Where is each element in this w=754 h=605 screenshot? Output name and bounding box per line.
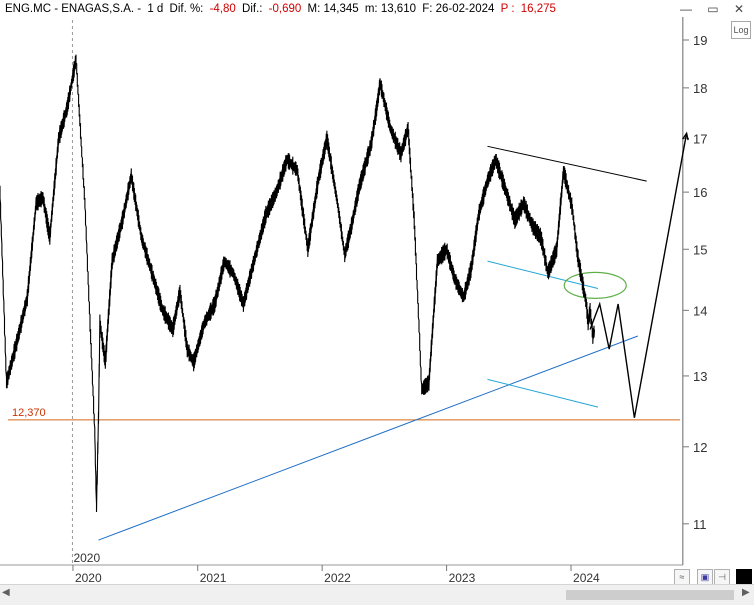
channel-upper-line: [487, 260, 599, 289]
x-tick-label: 2023: [449, 571, 476, 585]
y-tick-label: 16: [693, 185, 707, 200]
y-tick-label: 17: [693, 131, 707, 146]
price-label: P :: [500, 3, 515, 15]
symbol-label: ENG.MC - ENAGAS,S.A. -: [5, 3, 142, 15]
save-icon[interactable]: ▣: [697, 569, 713, 585]
projection-path: [589, 133, 688, 418]
date-label: F: 26-02-2024: [422, 3, 495, 15]
window-buttons[interactable]: — ▭ ✕: [679, 2, 750, 16]
x-tick-label: 2024: [573, 571, 600, 585]
chart-header: ENG.MC - ENAGAS,S.A. - 1 d Dif. %: -4,80…: [0, 0, 754, 20]
y-tick-label: 12: [693, 440, 707, 455]
price-chart: 11 12 13 14 15 16 17 18 19 2020 2021 2022 2023 2024 20…: [0, 17, 707, 585]
y-tick-label: 11: [693, 517, 707, 532]
y-tick-label: 13: [693, 369, 707, 384]
scroll-left-arrow-icon[interactable]: ◀: [2, 587, 10, 598]
dif-pct-label: Dif. %:: [169, 3, 204, 15]
x-tick-label: 2020: [75, 571, 102, 585]
support-trendline: [98, 335, 639, 541]
zoom-icon[interactable]: ≈: [674, 569, 690, 585]
highlight-ellipse: [563, 271, 627, 299]
horizontal-scrollbar[interactable]: ◀ ▶: [0, 584, 754, 605]
dif-value: -0,690: [268, 3, 302, 15]
y-tick-label: 15: [693, 242, 707, 257]
resistance-trendline: [487, 145, 647, 182]
dif-pct-value: -4,80: [209, 3, 236, 15]
y-tick-label: 18: [693, 81, 707, 96]
scroll-track[interactable]: [6, 589, 748, 601]
y-tick-label: 19: [693, 33, 707, 48]
timeframe-label: 1 d: [147, 3, 164, 15]
scroll-thumb[interactable]: [566, 590, 734, 600]
color-swatch-icon[interactable]: [736, 569, 752, 585]
price-series-line: [0, 54, 596, 513]
channel-lower-line: [487, 378, 599, 408]
dif-label: Dif.:: [242, 3, 263, 15]
horizontal-level-label: 12,370: [12, 407, 46, 419]
max-label: M: 14,345: [307, 3, 359, 15]
x-tick-label: 2022: [324, 571, 351, 585]
min-label: m: 13,610: [364, 3, 416, 15]
projection-arrowhead: [682, 131, 689, 141]
scroll-right-arrow-icon[interactable]: ▶: [742, 587, 750, 598]
year-marker-label: 2020: [73, 551, 100, 565]
price-value: 16,275: [520, 3, 556, 15]
y-tick-label: 14: [693, 303, 707, 318]
x-tick-label: 2021: [200, 571, 227, 585]
pin-icon[interactable]: ⊣: [714, 569, 730, 585]
log-scale-toggle[interactable]: Log: [731, 21, 751, 39]
